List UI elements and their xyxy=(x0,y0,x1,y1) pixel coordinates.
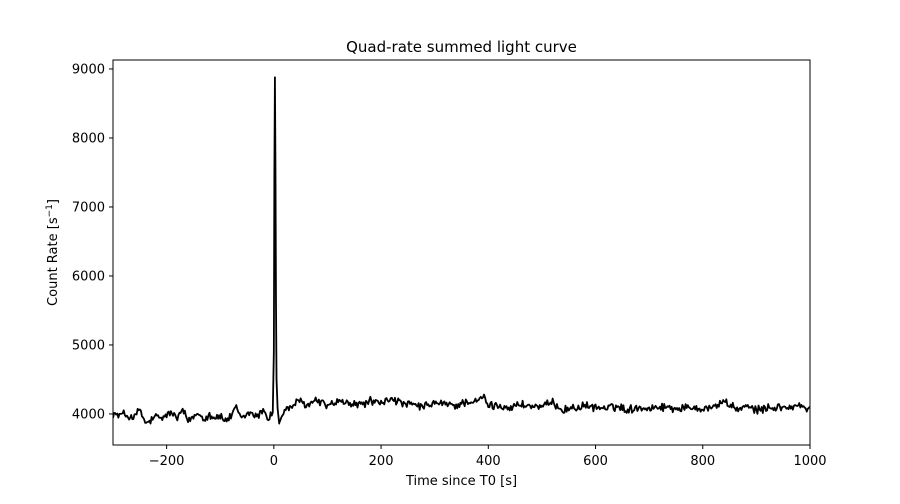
y-axis-label-close: ] xyxy=(46,199,61,204)
x-tick-label: 400 xyxy=(476,454,501,469)
x-tick-label: 0 xyxy=(270,454,278,469)
x-tick-label: 1000 xyxy=(793,454,826,469)
x-tick-label: 600 xyxy=(583,454,608,469)
y-tick-label: 5000 xyxy=(72,338,105,353)
y-tick-label: 4000 xyxy=(72,407,105,422)
y-tick-label: 8000 xyxy=(72,131,105,146)
light-curve-line xyxy=(113,76,810,425)
x-tick-label: −200 xyxy=(149,454,185,469)
x-axis-ticks: −200 0 200 400 600 800 1000 xyxy=(149,445,827,469)
x-axis-label: Time since T0 [s] xyxy=(405,474,517,489)
chart-title: Quad-rate summed light curve xyxy=(346,38,577,56)
x-tick-label: 800 xyxy=(690,454,715,469)
x-tick-label: 200 xyxy=(369,454,394,469)
y-axis-label-superscript: −1 xyxy=(45,204,55,217)
y-axis-label-main: Count Rate [s xyxy=(46,217,61,306)
y-tick-label: 6000 xyxy=(72,269,105,284)
plot-area: −200 0 200 400 600 800 1000 4000 5000 6000 7000 80… xyxy=(72,59,827,469)
series-layer xyxy=(113,76,810,425)
plot-frame xyxy=(112,59,811,446)
y-axis-ticks: 4000 5000 6000 7000 8000 9000 xyxy=(72,62,113,422)
y-axis-label: Count Rate [s−1] xyxy=(45,199,61,306)
y-tick-label: 9000 xyxy=(72,62,105,77)
y-tick-label: 7000 xyxy=(72,200,105,215)
